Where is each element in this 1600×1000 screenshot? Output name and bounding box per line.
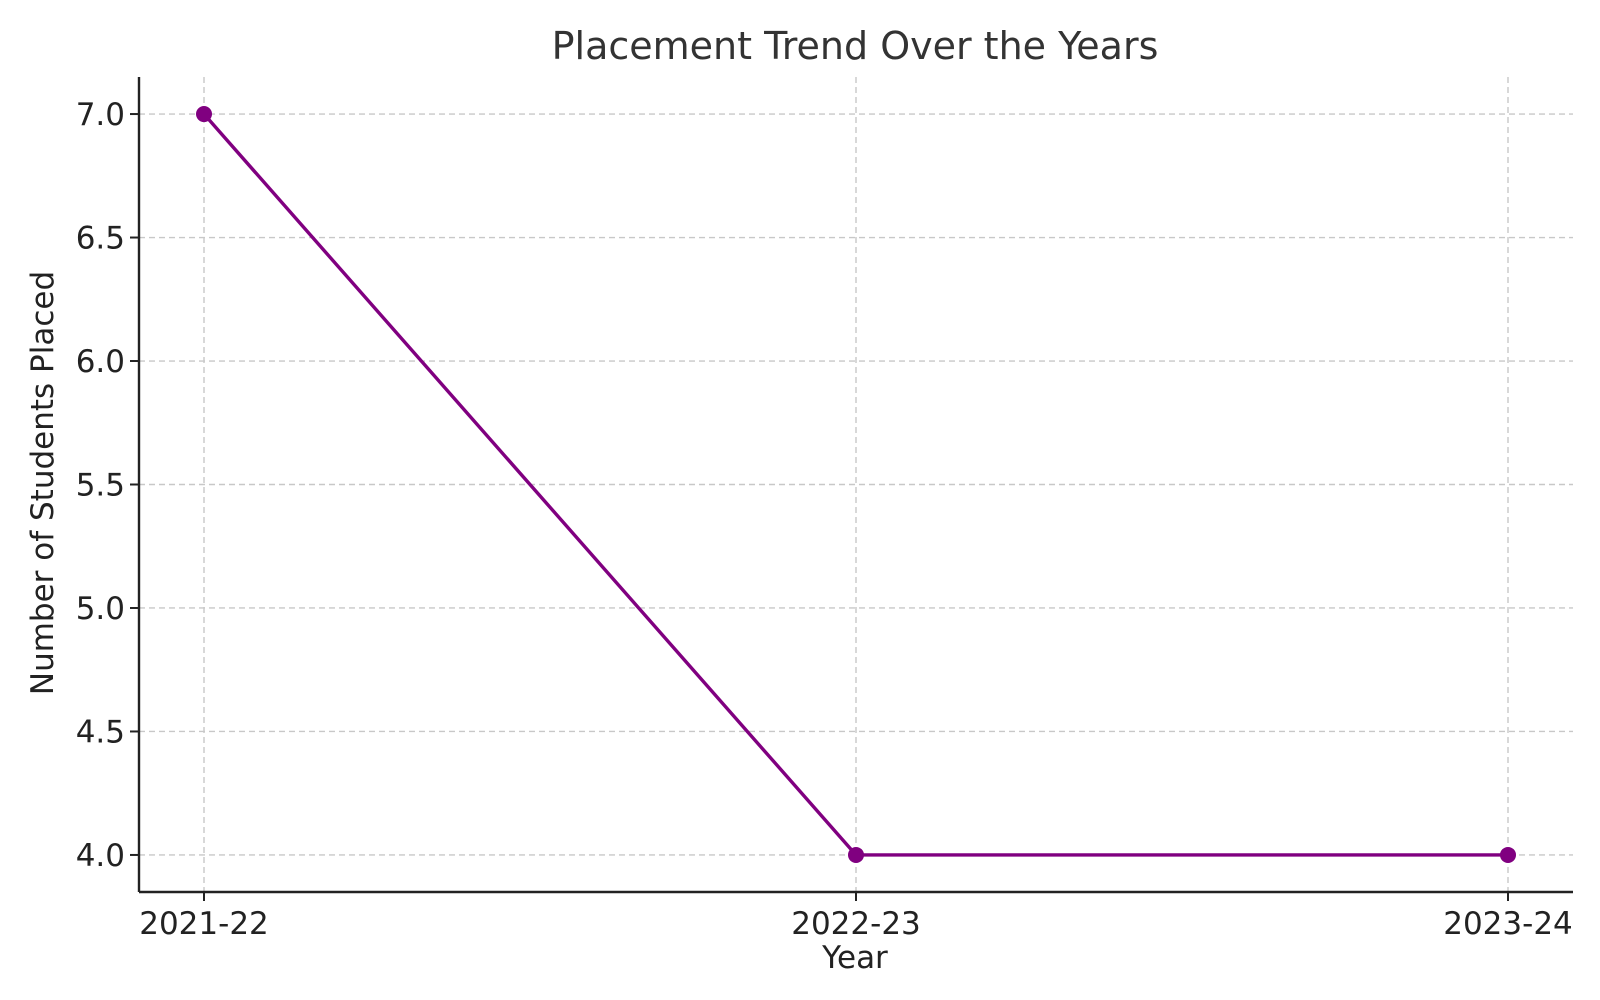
y-tick-label: 4.0 bbox=[76, 838, 125, 874]
x-tick-label: 2022-23 bbox=[791, 906, 921, 942]
y-tick-label: 5.5 bbox=[76, 468, 125, 504]
ticks: 4.0 4.5 5.0 5.5 6.0 6.5 7.0 2021-22 2022-23 2023-… bbox=[76, 97, 1573, 942]
y-tick-label: 7.0 bbox=[76, 97, 125, 133]
x-axis-label: Year bbox=[821, 940, 888, 976]
y-tick-label: 6.5 bbox=[76, 221, 125, 257]
y-tick-label: 6.0 bbox=[76, 344, 125, 380]
data-point bbox=[196, 106, 212, 123]
y-axis-label: Number of Students Placed bbox=[25, 271, 61, 695]
data-point bbox=[848, 846, 864, 863]
data-point bbox=[1500, 846, 1516, 863]
series bbox=[196, 106, 1516, 863]
x-tick-label: 2023-24 bbox=[1443, 906, 1573, 942]
y-tick-label: 5.0 bbox=[76, 591, 125, 627]
x-tick-label: 2021-22 bbox=[139, 906, 269, 942]
y-tick-label: 4.5 bbox=[76, 714, 125, 750]
grid bbox=[139, 77, 1573, 892]
chart-title: Placement Trend Over the Years bbox=[552, 24, 1159, 68]
